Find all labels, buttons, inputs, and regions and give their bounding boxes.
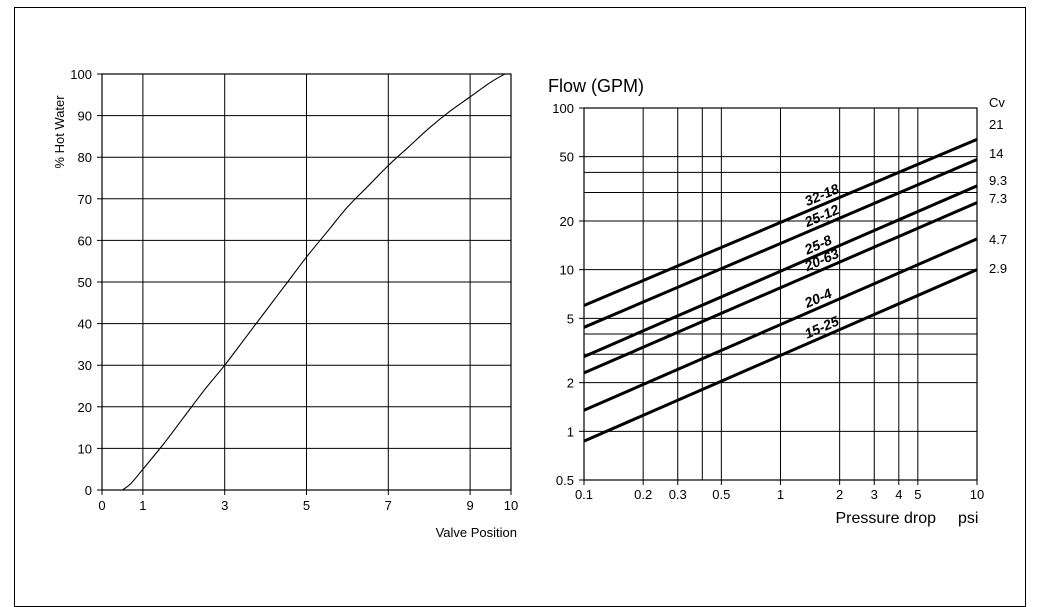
right-y-tick-label: 20 xyxy=(560,214,574,229)
cv-label: 4.7 xyxy=(989,232,1007,247)
flow-line xyxy=(583,268,978,443)
left-x-tick-labels: 0 1 3 5 7 9 10 xyxy=(98,498,518,513)
flow-lines xyxy=(583,137,978,443)
left-x-tick-label: 10 xyxy=(504,498,518,513)
right-y-tick-label: 100 xyxy=(552,101,574,116)
right-x-axis-unit: psi xyxy=(958,510,978,527)
left-y-tick-label: 40 xyxy=(78,317,92,332)
left-x-tick-label: 1 xyxy=(139,498,146,513)
right-y-tick-label: 2 xyxy=(567,376,574,391)
flow-line xyxy=(583,137,978,307)
left-y-tick-labels: 0 10 20 30 40 50 60 70 80 90 100 xyxy=(70,67,92,498)
right-x-tick-label: 0.3 xyxy=(669,487,687,502)
flow-line xyxy=(583,201,978,375)
left-y-tick-label: 20 xyxy=(78,400,92,415)
left-y-tick-label: 60 xyxy=(78,233,92,248)
right-x-tick-label: 4 xyxy=(895,487,902,502)
valve-charts: 0 1 3 5 7 9 10 0 10 20 30 40 50 60 70 80 90 100 Valve Po… xyxy=(52,67,1007,540)
left-y-tick-label: 80 xyxy=(78,150,92,165)
cv-label: 14 xyxy=(989,146,1003,161)
left-y-tick-label: 90 xyxy=(78,109,92,124)
left-x-tick-label: 7 xyxy=(385,498,392,513)
cv-label: 21 xyxy=(989,117,1003,132)
left-y-tick-label: 30 xyxy=(78,358,92,373)
flow-line xyxy=(583,158,978,329)
right-y-tick-label: 10 xyxy=(560,263,574,278)
right-x-axis-label: Pressure drop xyxy=(836,510,937,527)
right-x-tick-label: 5 xyxy=(914,487,921,502)
left-grid xyxy=(97,73,512,495)
right-x-tick-label: 10 xyxy=(970,487,984,502)
right-chart-title: Flow (GPM) xyxy=(548,76,644,96)
hot-water-curve xyxy=(122,73,506,491)
right-x-tick-label: 2 xyxy=(836,487,843,502)
right-x-tick-label: 0.2 xyxy=(634,487,652,502)
flow-line xyxy=(583,237,978,412)
right-x-tick-label: 3 xyxy=(871,487,878,502)
cv-label: 7.3 xyxy=(989,191,1007,206)
right-x-tick-label: 0.1 xyxy=(575,487,593,502)
left-x-axis-label: Valve Position xyxy=(436,525,517,540)
cv-header: Cv xyxy=(989,95,1005,110)
left-y-tick-label: 0 xyxy=(85,483,92,498)
right-y-tick-label: 50 xyxy=(560,150,574,165)
left-y-tick-label: 10 xyxy=(78,441,92,456)
left-x-tick-label: 9 xyxy=(466,498,473,513)
left-x-tick-label: 3 xyxy=(221,498,228,513)
right-x-tick-label: 1 xyxy=(777,487,784,502)
left-x-tick-label: 5 xyxy=(303,498,310,513)
cv-label: 9.3 xyxy=(989,173,1007,188)
left-y-axis-label: % Hot Water xyxy=(52,95,67,169)
left-y-tick-label: 50 xyxy=(78,275,92,290)
right-grid xyxy=(579,107,978,485)
cv-label: 2.9 xyxy=(989,261,1007,276)
valve-position-chart: 0 1 3 5 7 9 10 0 10 20 30 40 50 60 70 80 90 100 Valve Po… xyxy=(52,67,518,540)
right-y-tick-labels: 0.5 1 2 5 10 20 50 100 xyxy=(552,101,574,488)
flow-line xyxy=(583,184,978,358)
right-x-tick-labels: 0.1 0.2 0.3 0.5 1 2 3 4 5 10 xyxy=(575,487,984,502)
right-y-tick-label: 5 xyxy=(567,311,574,326)
right-y-tick-label: 0.5 xyxy=(556,473,574,488)
left-y-tick-label: 100 xyxy=(70,67,92,82)
right-y-tick-label: 1 xyxy=(567,424,574,439)
cv-labels: 21 14 9.3 7.3 4.7 2.9 xyxy=(989,117,1007,276)
right-x-tick-label: 0.5 xyxy=(712,487,730,502)
left-x-tick-label: 0 xyxy=(98,498,105,513)
left-y-tick-label: 70 xyxy=(78,192,92,207)
